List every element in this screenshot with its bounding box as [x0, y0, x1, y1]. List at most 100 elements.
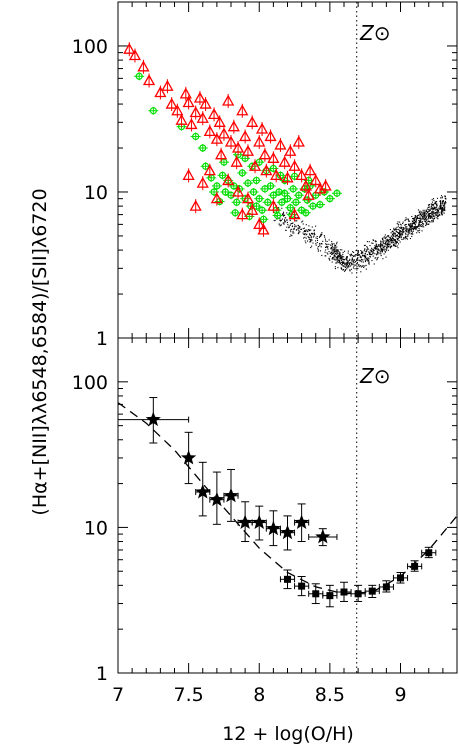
cloud-point [377, 256, 379, 258]
cloud-point [428, 210, 430, 212]
cloud-point [429, 212, 431, 215]
cloud-point [379, 243, 382, 245]
cloud-point [440, 205, 442, 207]
cloud-point [420, 223, 422, 226]
cloud-point [432, 212, 434, 214]
cloud-point [376, 253, 378, 255]
green-point [295, 191, 303, 199]
cloud-point [380, 250, 382, 252]
cloud-point [367, 248, 369, 250]
cloud-point [327, 247, 329, 249]
cloud-point [373, 247, 375, 249]
cloud-point [420, 212, 422, 214]
cloud-point [431, 220, 433, 222]
cloud-point [439, 206, 441, 208]
cloud-point [387, 239, 390, 241]
cloud-point [424, 209, 426, 211]
cloud-point [419, 224, 421, 226]
cloud-point [334, 246, 336, 248]
cloud-point [394, 234, 397, 236]
cloud-point [422, 212, 424, 214]
cloud-point [342, 258, 344, 261]
cloud-point [378, 248, 380, 250]
cloud-point [373, 249, 375, 252]
cloud-point [429, 217, 431, 219]
cloud-point [408, 233, 410, 235]
cloud-point [389, 229, 391, 231]
cloud-point [298, 227, 300, 229]
cloud-point [387, 241, 390, 243]
cloud-point [368, 263, 370, 265]
cloud-point [334, 250, 336, 252]
cloud-point [422, 215, 424, 218]
cloud-point [351, 257, 353, 259]
cloud-point [360, 271, 362, 273]
cloud-point [337, 258, 339, 260]
cloud-point [291, 222, 293, 225]
cloud-point [389, 237, 391, 239]
cloud-point [431, 213, 433, 215]
cloud-point [435, 213, 437, 215]
cloud-point [338, 251, 340, 253]
cloud-point [428, 205, 430, 207]
cloud-point [280, 219, 283, 221]
red-point [222, 94, 235, 106]
cloud-point [273, 220, 275, 222]
cloud-point [433, 208, 435, 210]
cloud-point [362, 261, 364, 263]
cloud-point [333, 256, 335, 258]
bottom-solar-label: Z⊙ [359, 364, 390, 388]
cloud-point [406, 238, 409, 240]
cloud-point [380, 241, 382, 243]
cloud-point [333, 243, 335, 245]
cloud-point [319, 243, 321, 245]
cloud-point [427, 220, 429, 222]
cloud-point [303, 227, 305, 229]
cloud-point [303, 233, 305, 236]
red-point [171, 104, 184, 116]
cloud-point [372, 242, 374, 244]
cloud-point [312, 236, 314, 238]
cloud-point [373, 248, 375, 251]
cloud-point [414, 224, 416, 226]
cloud-point [407, 233, 409, 235]
cloud-point [434, 207, 436, 209]
cloud-point [279, 220, 282, 222]
square-series [279, 546, 437, 608]
cloud-point [396, 231, 399, 233]
cloud-point [415, 217, 417, 219]
cloud-point [384, 240, 386, 242]
cloud-point [364, 255, 366, 257]
cloud-point [433, 218, 436, 220]
cloud-point [342, 269, 344, 271]
cloud-point [394, 243, 396, 245]
cloud-point [415, 220, 417, 222]
cloud-point [290, 234, 292, 236]
cloud-point [361, 251, 363, 253]
cloud-point [355, 250, 357, 252]
cloud-point [304, 233, 306, 236]
cloud-point [441, 212, 443, 214]
cloud-point [435, 214, 437, 216]
cloud-point [341, 268, 343, 270]
cloud-point [433, 215, 435, 217]
cloud-point [313, 235, 315, 237]
cloud-point [431, 221, 433, 223]
cloud-point [399, 227, 401, 229]
red-point [227, 120, 240, 132]
cloud-point [341, 257, 343, 259]
cloud-point [394, 233, 396, 235]
square-point [284, 575, 291, 583]
cloud-point [436, 208, 438, 210]
cloud-point [419, 216, 421, 218]
cloud-point [427, 218, 429, 220]
red-point [248, 159, 262, 171]
cloud-point [435, 203, 437, 205]
cloud-point [417, 215, 419, 217]
red-point [203, 164, 216, 176]
y-axis-label: (Hα+[NII]λλ6548,6584)/[SII]λ6720 [29, 188, 51, 515]
cloud-point [440, 202, 442, 204]
square-point [340, 588, 348, 596]
cloud-point [421, 226, 423, 228]
cloud-point [427, 207, 429, 209]
